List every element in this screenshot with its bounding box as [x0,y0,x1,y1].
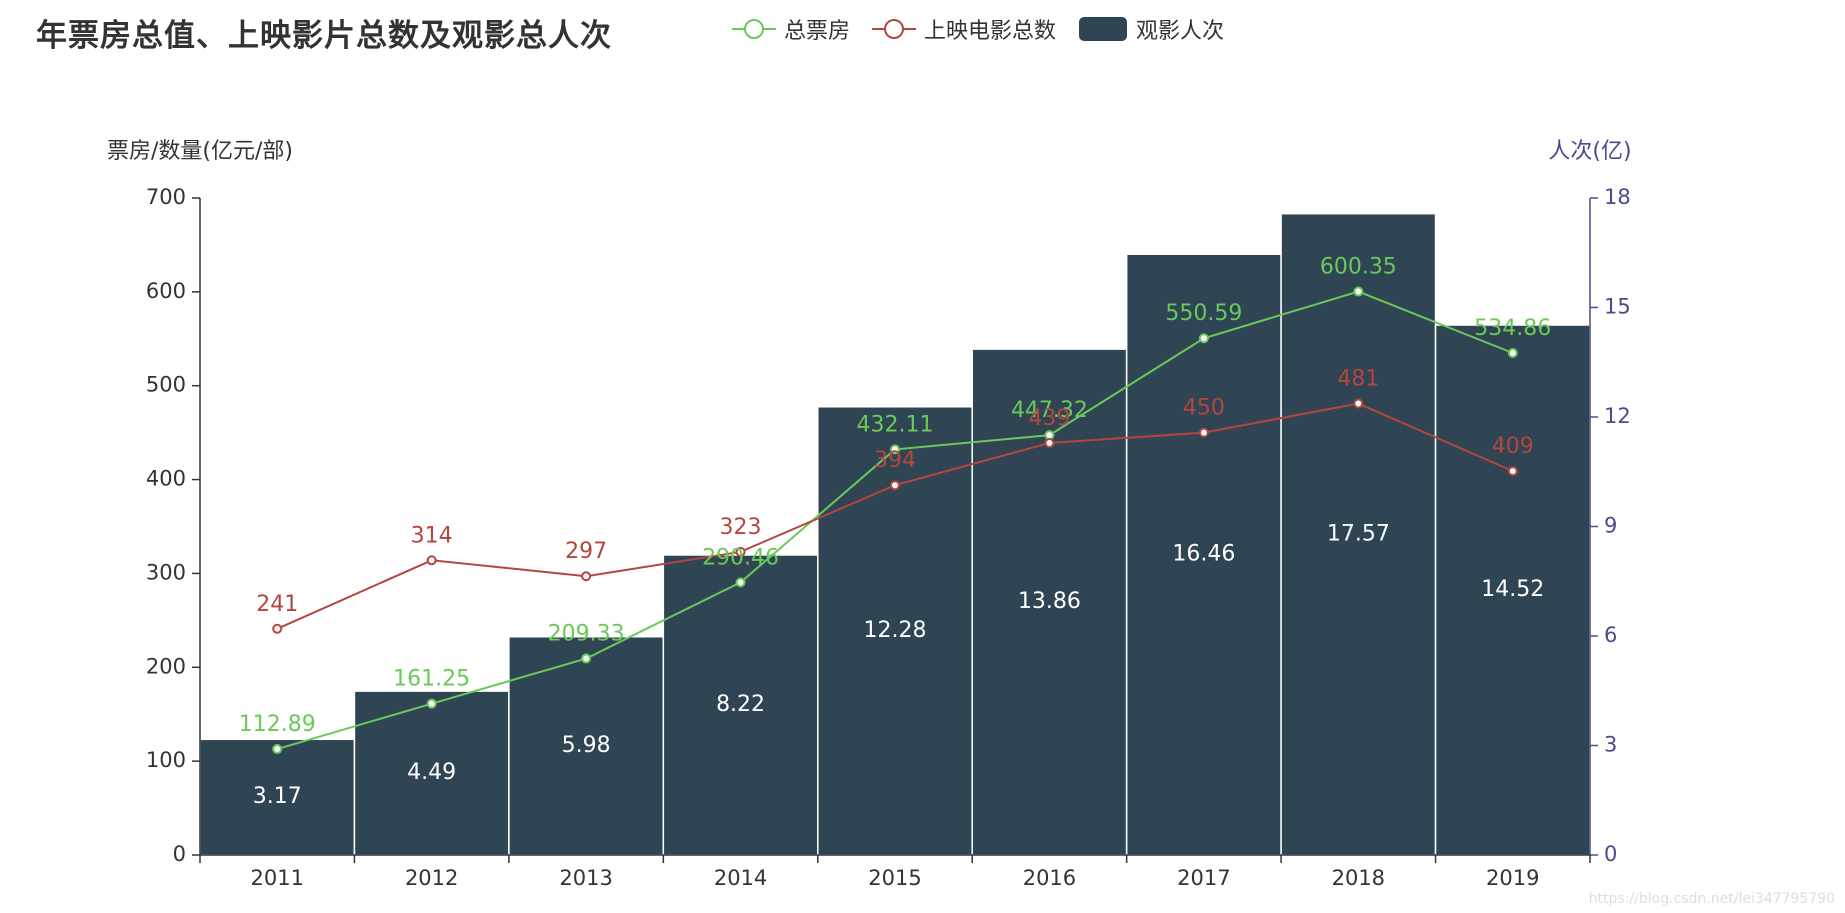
bar-value-label-2017: 16.46 [1172,542,1235,567]
data-label-0-2018: 600.35 [1320,255,1397,280]
x-tick-label-2014: 2014 [714,866,767,890]
x-tick-label-2013: 2013 [559,866,612,890]
bar-swatch-icon [1079,17,1128,41]
y-left-tick-label: 700 [146,185,186,209]
y-right-tick-label: 15 [1604,295,1631,319]
watermark: https://blog.csdn.net/lei347795790 [1588,891,1835,907]
line-marker-icon [732,19,776,39]
y-right-tick-label: 3 [1604,733,1617,757]
point-1-2017 [1198,427,1209,438]
point-0-2015 [890,444,900,455]
point-1-2012 [426,555,437,566]
bar-value-label-2016: 13.86 [1018,589,1081,614]
data-label-1-2016: 439 [1028,406,1070,431]
data-label-0-2016: 447.32 [1011,398,1088,423]
point-1-2014 [735,546,746,557]
y-left-tick-label: 0 [173,842,186,866]
data-label-1-2015: 394 [874,448,916,473]
data-label-1-2013: 297 [565,539,607,564]
y-right-tick-label: 9 [1604,514,1617,538]
y-left-tick-label: 600 [146,279,186,303]
point-0-2019 [1507,347,1518,358]
bar-value-label-2011: 3.17 [253,784,302,809]
point-0-2012 [426,698,437,709]
bar-value-label-2018: 17.57 [1327,521,1390,546]
y-axis-right-label: 人次(亿) [1548,139,1631,164]
data-label-0-2017: 550.59 [1165,301,1242,326]
data-label-0-2011: 112.89 [239,712,316,737]
legend: 总票房 上映电影总数 观影人次 [732,12,1246,46]
x-tick-label-2015: 2015 [868,866,921,890]
data-label-0-2013: 209.33 [548,622,625,647]
point-1-2015 [890,480,900,491]
data-label-1-2011: 241 [256,592,298,617]
y-left-tick-label: 200 [146,654,186,678]
x-tick-label-2017: 2017 [1177,866,1230,890]
legend-item-attendance[interactable]: 观影人次 [1078,13,1224,45]
bar-2019 [1434,324,1591,856]
bar-2018 [1280,212,1437,856]
data-label-1-2019: 409 [1492,434,1534,459]
data-label-1-2012: 314 [411,523,453,548]
data-label-1-2014: 323 [720,515,762,540]
point-0-2017 [1198,333,1209,344]
legend-item-box-office[interactable]: 总票房 [732,13,850,45]
bar-value-label-2015: 12.28 [864,618,927,643]
chart-title: 年票房总值、上映影片总数及观影总人次 [36,18,612,54]
bar-2011 [199,738,356,856]
point-0-2018 [1353,286,1364,297]
x-tick-label-2019: 2019 [1486,866,1539,890]
legend-label-film-count: 上映电影总数 [924,19,1057,44]
y-right-tick-label: 0 [1604,842,1617,866]
data-label-1-2017: 450 [1183,396,1225,421]
point-0-2014 [735,577,746,588]
x-tick-label-2016: 2016 [1023,866,1076,890]
bar-value-label-2012: 4.49 [407,760,456,785]
legend-label-box-office: 总票房 [784,19,851,44]
y-right-tick-label: 6 [1604,623,1617,647]
x-tick-label-2011: 2011 [250,866,303,890]
data-label-0-2019: 534.86 [1474,316,1551,341]
legend-label-attendance: 观影人次 [1136,19,1225,44]
point-0-2013 [581,653,592,664]
point-0-2016 [1044,430,1055,441]
y-right-tick-label: 12 [1604,404,1631,428]
point-1-2013 [581,571,592,582]
point-1-2011 [272,623,283,634]
bar-value-label-2013: 5.98 [562,733,611,758]
bar-2017 [1125,253,1282,856]
point-1-2018 [1353,398,1364,409]
point-0-2011 [272,744,283,755]
legend-item-film-count[interactable]: 上映电影总数 [872,13,1056,45]
x-tick-label-2018: 2018 [1332,866,1385,890]
data-label-1-2018: 481 [1337,367,1379,392]
point-1-2016 [1044,437,1055,448]
point-1-2019 [1507,466,1518,477]
y-left-tick-label: 300 [146,560,186,584]
data-label-0-2015: 432.11 [857,412,934,437]
bar-value-label-2014: 8.22 [716,692,765,717]
data-label-0-2014: 290.46 [702,545,779,570]
bar-value-label-2019: 14.52 [1481,577,1544,602]
y-right-tick-label: 18 [1604,185,1631,209]
y-left-tick-label: 100 [146,748,186,772]
y-left-tick-label: 500 [146,373,186,397]
line-marker-icon [872,19,917,39]
y-left-tick-label: 400 [146,467,186,491]
x-tick-label-2012: 2012 [405,866,458,890]
y-axis-left-label: 票房/数量(亿元/部) [107,139,293,164]
data-label-0-2012: 161.25 [393,667,470,692]
